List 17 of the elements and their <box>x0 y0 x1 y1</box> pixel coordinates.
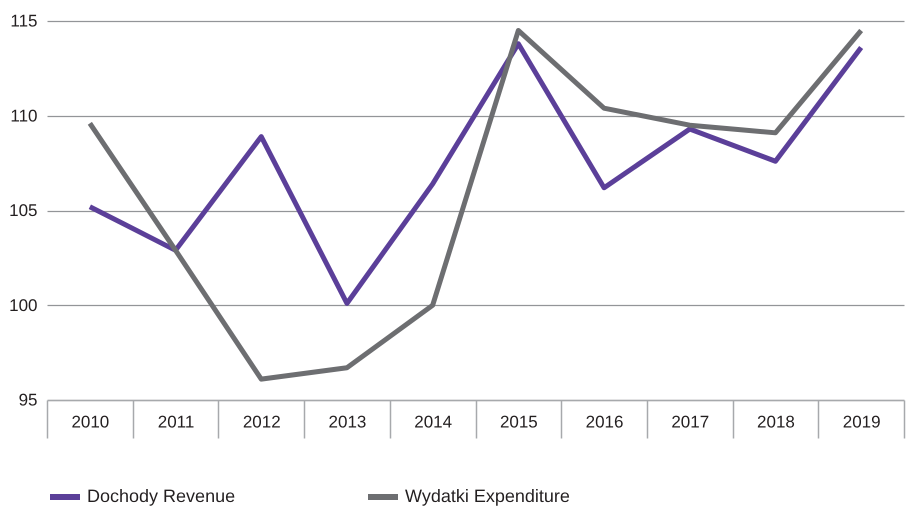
x-tick-label: 2012 <box>242 412 281 432</box>
x-tick-label: 2017 <box>671 412 710 432</box>
x-tick-label: 2015 <box>500 412 538 432</box>
legend-label: Wydatki Expenditure <box>405 486 570 506</box>
y-tick-label: 105 <box>9 201 38 220</box>
x-tick-label: 2018 <box>757 412 795 432</box>
x-tick-label: 2014 <box>414 412 452 432</box>
y-tick-label: 115 <box>10 12 38 30</box>
x-tick-label: 2010 <box>71 412 110 432</box>
legend-label: Dochody Revenue <box>87 486 236 506</box>
y-tick-label: 100 <box>9 296 38 315</box>
x-tick-label: 2013 <box>328 412 366 432</box>
y-tick-label: 95 <box>18 390 38 410</box>
x-tick-label: 2011 <box>158 412 194 432</box>
x-tick-label: 2016 <box>586 412 624 432</box>
y-tick-label: 110 <box>10 106 38 126</box>
x-tick-label: 2019 <box>842 412 881 432</box>
